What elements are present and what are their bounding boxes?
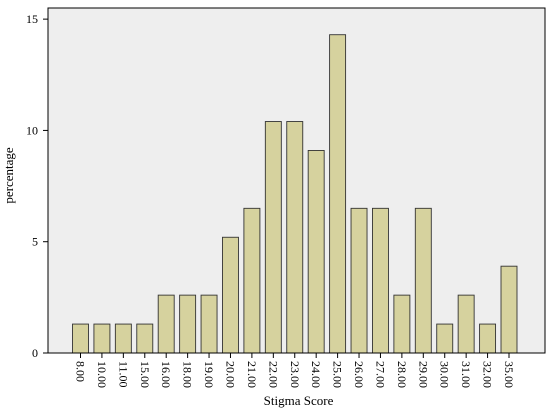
x-tick-label: 21.00 bbox=[245, 361, 259, 388]
bar-22.00 bbox=[264, 121, 282, 354]
bar-23.00 bbox=[286, 121, 304, 354]
x-tick-label: 11.00 bbox=[116, 361, 130, 388]
bar-30.00 bbox=[436, 323, 454, 354]
bar-35.00 bbox=[500, 265, 518, 354]
bar-20.00 bbox=[222, 236, 239, 354]
x-tick-label: 31.00 bbox=[459, 361, 473, 388]
x-tick-label: 23.00 bbox=[288, 361, 302, 388]
x-tick-label: 25.00 bbox=[331, 361, 345, 388]
y-tick-label: 10 bbox=[26, 123, 38, 137]
y-tick-label: 15 bbox=[26, 12, 38, 26]
axes-group bbox=[47, 8, 545, 354]
bar-24.00 bbox=[307, 149, 325, 354]
x-tick-label: 29.00 bbox=[416, 361, 430, 388]
x-axis-title: Stigma Score bbox=[264, 393, 334, 408]
bar-15.00 bbox=[136, 323, 154, 354]
bar-21.00 bbox=[243, 207, 261, 354]
bar-18.00 bbox=[179, 294, 197, 354]
bars-group bbox=[72, 34, 518, 354]
x-tick-label: 32.00 bbox=[481, 361, 495, 388]
x-tick-label: 24.00 bbox=[309, 361, 323, 388]
bar-16.00 bbox=[157, 294, 175, 354]
y-axis-title: percentage bbox=[1, 147, 16, 204]
y-tick-label: 0 bbox=[32, 346, 38, 360]
x-tick-label: 26.00 bbox=[352, 361, 366, 388]
bar-25.00 bbox=[329, 34, 347, 354]
x-tick-label: 22.00 bbox=[266, 361, 280, 388]
x-tick-label: 27.00 bbox=[373, 361, 387, 388]
x-tick-label: 15.00 bbox=[138, 361, 152, 388]
x-tick-label: 30.00 bbox=[438, 361, 452, 388]
ticks-group: 8.00 10.00 11.00 15.00 16.00 18.00 19.00 20.00 2… bbox=[26, 12, 516, 388]
y-tick-label: 5 bbox=[32, 235, 38, 249]
bar-26.00 bbox=[350, 207, 368, 354]
x-tick-label: 10.00 bbox=[95, 361, 109, 388]
x-tick-label: 8.00 bbox=[74, 361, 88, 382]
bar-28.00 bbox=[393, 294, 411, 354]
bar-31.00 bbox=[457, 294, 475, 354]
bar-27.00 bbox=[372, 207, 389, 354]
x-tick-label: 28.00 bbox=[395, 361, 409, 388]
bar-11.00 bbox=[114, 323, 132, 354]
bar-10.00 bbox=[93, 323, 111, 354]
x-tick-label: 35.00 bbox=[502, 361, 516, 388]
x-tick-label: 19.00 bbox=[202, 361, 216, 388]
bar-29.00 bbox=[414, 207, 432, 354]
bar-32.00 bbox=[479, 323, 497, 354]
x-tick-label: 16.00 bbox=[159, 361, 173, 388]
x-tick-label: 18.00 bbox=[181, 361, 195, 388]
bar-8.00 bbox=[72, 323, 89, 354]
x-tick-label: 20.00 bbox=[223, 361, 237, 388]
bar-19.00 bbox=[200, 294, 218, 354]
